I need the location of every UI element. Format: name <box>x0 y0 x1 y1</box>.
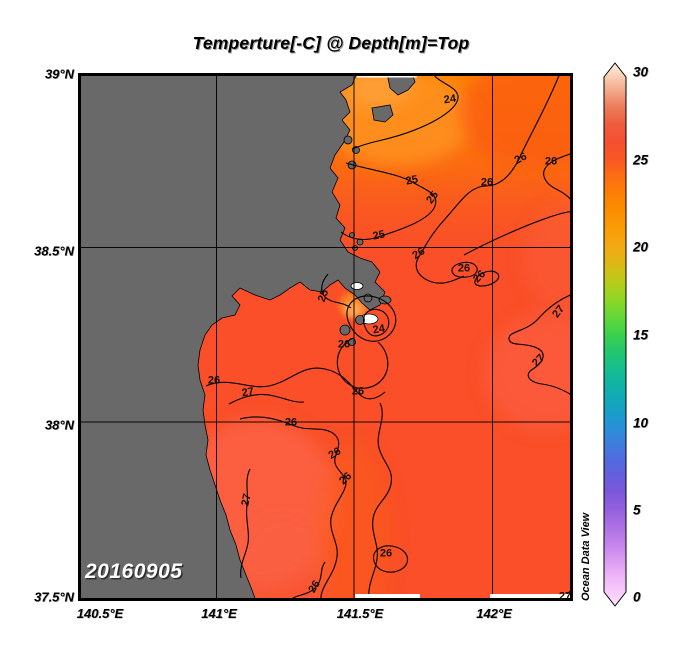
contour-value-label: 26 <box>337 338 351 351</box>
contour-value-label: 26 <box>379 547 393 560</box>
y-axis-tick-label: 38.5°N <box>34 243 74 259</box>
map-frame <box>78 73 573 601</box>
contour-value-label: 26 <box>457 262 471 275</box>
contour-lines <box>205 73 573 601</box>
date-label: 20160905 <box>85 560 183 583</box>
contour-value-label: 26 <box>480 176 494 189</box>
contour-value-label: 26 <box>544 155 558 168</box>
contour-value-label: 27 <box>240 385 255 400</box>
map-plot: 24 25 25 26 26 26 25 26 26 26 25 24 26 26 27 26 26 27 27 26… <box>78 73 573 601</box>
colorbar-gradient <box>603 62 627 607</box>
contour-value-label: 24 <box>443 92 457 107</box>
colorbar-tick-label: 0 <box>633 589 641 605</box>
y-axis-tick-label: 37.5°N <box>34 589 74 605</box>
colorbar-tick-label: 15 <box>633 327 649 343</box>
contour-value-label: 26 <box>351 385 365 398</box>
y-axis-tick-label: 39°N <box>44 66 74 82</box>
colorbar-tick-label: 5 <box>633 502 641 518</box>
x-axis-tick-label: 142°E <box>476 606 512 621</box>
odv-watermark: Ocean Data View <box>580 512 592 601</box>
contour-value-label: 27 <box>558 590 572 601</box>
y-axis-tick-label: 38°N <box>44 417 74 433</box>
plot-title: Temperture[-C] @ Depth[m]=Top <box>192 33 470 53</box>
colorbar-tick-label: 20 <box>633 239 649 255</box>
contour-value-label: 26 <box>207 374 221 387</box>
x-axis-tick-label: 140.5°E <box>76 606 124 621</box>
contour-value-label: 26 <box>284 416 298 429</box>
colorbar-tick-label: 30 <box>633 64 649 80</box>
x-axis-tick-label: 141.5°E <box>336 606 384 621</box>
land-mass <box>78 73 386 601</box>
x-axis-tick-label: 141°E <box>201 606 237 621</box>
colorbar-tick-label: 10 <box>633 415 649 431</box>
colorbar-tick-label: 25 <box>633 152 649 168</box>
contour-value-label: 24 <box>371 322 386 337</box>
map-canvas <box>78 73 573 601</box>
grid-lines <box>78 73 573 601</box>
islands <box>339 73 416 346</box>
colorbar <box>603 62 627 607</box>
